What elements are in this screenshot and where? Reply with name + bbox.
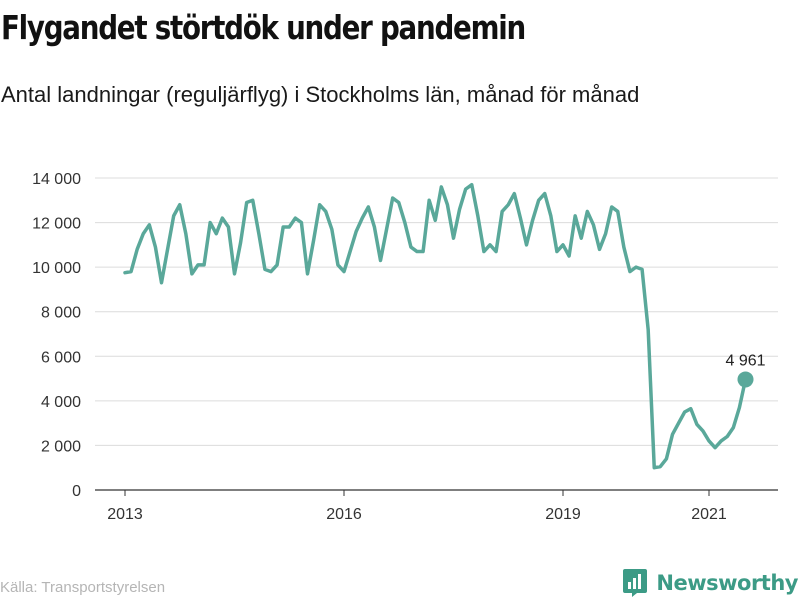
y-tick-label: 14 000: [32, 171, 81, 188]
series-line: [123, 182, 748, 470]
y-tick-label: 0: [72, 483, 81, 500]
chart-subtitle: Antal landningar (reguljärflyg) i Stockh…: [1, 82, 640, 107]
x-tick-label: 2021: [691, 506, 727, 523]
y-tick-label: 12 000: [32, 216, 81, 233]
x-tick-label: 2016: [326, 506, 362, 523]
y-tick-label: 6 000: [41, 349, 81, 366]
y-tick-label: 8 000: [41, 305, 81, 322]
x-tick-label: 2019: [545, 506, 581, 523]
last-point-marker: [737, 371, 754, 388]
y-tick-label: 10 000: [32, 260, 81, 277]
y-tick-label: 4 000: [41, 394, 81, 411]
brand-name: Newsworthy: [656, 571, 798, 595]
newsworthy-logo-icon: [623, 569, 648, 597]
source-note: Källa: Transportstyrelsen: [0, 579, 166, 596]
line-chart: 0 2 000 4 000 6 000 8 000 10 000 12 000 14 000 2…: [32, 171, 778, 523]
chart-title: Flygandet störtdök under pandemin: [1, 8, 526, 47]
data-label: 4 961: [725, 352, 765, 369]
newsworthy-brand[interactable]: Newsworthy: [622, 568, 798, 598]
x-tick-label: 2013: [107, 506, 143, 523]
y-tick-label: 2 000: [41, 438, 81, 455]
